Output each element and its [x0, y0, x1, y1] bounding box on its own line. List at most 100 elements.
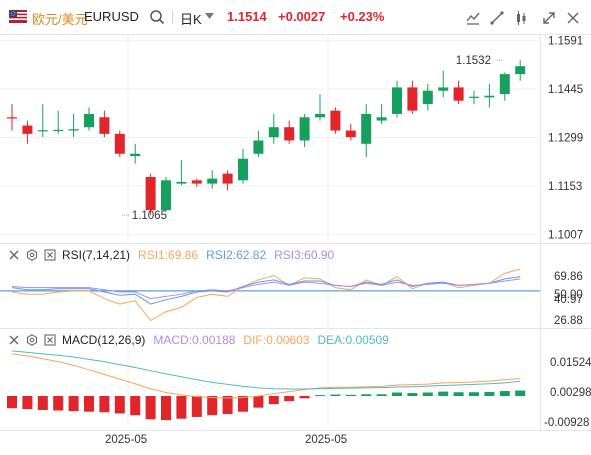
drawing-icon[interactable]: [489, 10, 505, 26]
macd-tick-label: -0.00928: [544, 417, 589, 429]
candle-body: [376, 117, 387, 121]
chevron-down-icon[interactable]: [205, 13, 214, 19]
candle-body: [130, 153, 141, 157]
macd-histogram-bar: [484, 391, 495, 396]
macd-histogram-bar: [315, 395, 325, 397]
price-change-percent: +0.23%: [340, 9, 385, 24]
price-change: +0.0027: [278, 9, 326, 24]
macd-histogram-bar: [253, 396, 264, 408]
candle-body: [84, 113, 94, 128]
candle-body: [238, 158, 248, 181]
macd-histogram-bar: [499, 391, 510, 396]
macd-histogram-bar: [99, 396, 110, 413]
rsi-name: RSI(7,14,21): [62, 248, 131, 262]
close-icon[interactable]: [44, 249, 56, 261]
macd-value: MACD:0.00188: [153, 333, 236, 347]
toolbar: 欧元/美元 EURUSD 日K 1.1514 +0.0027 +0.23%: [0, 0, 591, 34]
macd-histogram-bar: [130, 396, 141, 416]
macd-line-dif: [11, 353, 521, 399]
pair-symbol[interactable]: EURUSD: [84, 9, 139, 24]
period-selector[interactable]: 日K: [180, 12, 202, 27]
x-axis-label: 2025-05: [105, 434, 147, 446]
rsi-tick-label: 40.97: [554, 294, 583, 306]
candle-body: [207, 178, 218, 184]
candle-body: [469, 96, 479, 98]
candle-body: [499, 74, 510, 95]
collapse-icon[interactable]: [8, 334, 20, 346]
rsi3-value: RSI3:60.90: [274, 248, 335, 262]
candle-body: [253, 140, 264, 154]
candle-body: [392, 87, 402, 114]
rsi-tick-label: 50.00: [554, 289, 583, 301]
candle-body: [299, 117, 310, 141]
candle-body: [53, 129, 64, 132]
macd-tick-label: 0.00298: [550, 387, 591, 399]
macd-histogram-bar: [68, 396, 79, 412]
macd-line-dea: [11, 350, 521, 390]
high-price-annotation: 1.1532: [456, 55, 491, 67]
macd-histogram-bar: [238, 396, 248, 412]
candle-body: [345, 130, 356, 138]
macd-header: MACD(12,26,9) MACD:0.00188 DIF:0.00603 D…: [8, 332, 397, 348]
rsi-tick-label: 69.86: [554, 271, 583, 283]
y-tick-label: 1.1445: [548, 84, 583, 96]
rsi-line-rsi3: [11, 278, 521, 300]
macd-histogram-bar: [37, 396, 48, 410]
macd-histogram-bar: [176, 396, 187, 419]
macd-histogram-bar: [376, 394, 387, 396]
dea-value: DEA:0.00509: [317, 333, 389, 347]
y-tick-label: 1.1299: [548, 133, 583, 145]
candle-body: [161, 180, 171, 211]
candle-body: [176, 181, 187, 184]
eu-us-flag-icon: [9, 10, 27, 23]
settings-gear-icon[interactable]: [26, 249, 38, 261]
candle-body: [22, 125, 33, 134]
candle-body: [407, 87, 418, 111]
close-icon[interactable]: [44, 334, 56, 346]
rsi2-value: RSI2:62.82: [206, 248, 267, 262]
scale-icon[interactable]: [541, 10, 557, 26]
macd-histogram-bar: [284, 396, 295, 402]
candle-body: [114, 133, 125, 154]
candle-body: [330, 110, 341, 131]
candle-body: [484, 95, 495, 98]
macd-name: MACD(12,26,9): [62, 333, 146, 347]
pair-name-cn[interactable]: 欧元/美元: [32, 12, 88, 27]
rsi-line-rsi2: [11, 276, 521, 305]
macd-tick-label: 0.01524: [550, 357, 591, 369]
rsi-tick-label: 26.88: [554, 315, 583, 327]
candle-body: [222, 173, 233, 184]
macd-histogram-bar: [345, 394, 356, 396]
macd-histogram-bar: [191, 396, 202, 417]
candle-body: [7, 117, 17, 119]
candle-body: [453, 87, 464, 101]
candle-body: [361, 113, 372, 144]
fullscreen-icon[interactable]: [565, 10, 581, 26]
candle-body: [68, 129, 79, 131]
settings-icon[interactable]: [513, 10, 529, 26]
candle-body: [315, 113, 325, 118]
y-tick-label: 1.1007: [548, 229, 583, 241]
candle-body: [284, 127, 295, 141]
indicator-icon[interactable]: [465, 10, 481, 26]
candle-body: [268, 127, 279, 138]
macd-histogram-bar: [361, 394, 372, 396]
settings-gear-icon[interactable]: [26, 334, 38, 346]
candle-body: [145, 176, 156, 211]
macd-histogram-bar: [330, 394, 341, 396]
search-icon[interactable]: [149, 9, 165, 25]
macd-histogram-bar: [515, 390, 526, 396]
macd-histogram-bar: [268, 396, 279, 405]
macd-histogram-bar: [438, 391, 449, 396]
candle-body: [37, 130, 48, 132]
low-price-annotation: 1.1065: [132, 210, 167, 222]
y-tick-label: 1.1591: [548, 36, 583, 48]
last-price: 1.1514: [227, 9, 267, 24]
macd-histogram-bar: [22, 396, 33, 410]
rsi-header: RSI(7,14,21) RSI1:69.86 RSI2:62.82 RSI3:…: [8, 247, 342, 263]
rsi1-value: RSI1:69.86: [138, 248, 199, 262]
macd-histogram-bar: [392, 392, 402, 396]
collapse-icon[interactable]: [8, 249, 20, 261]
x-axis-label: 2025-05: [305, 434, 347, 446]
